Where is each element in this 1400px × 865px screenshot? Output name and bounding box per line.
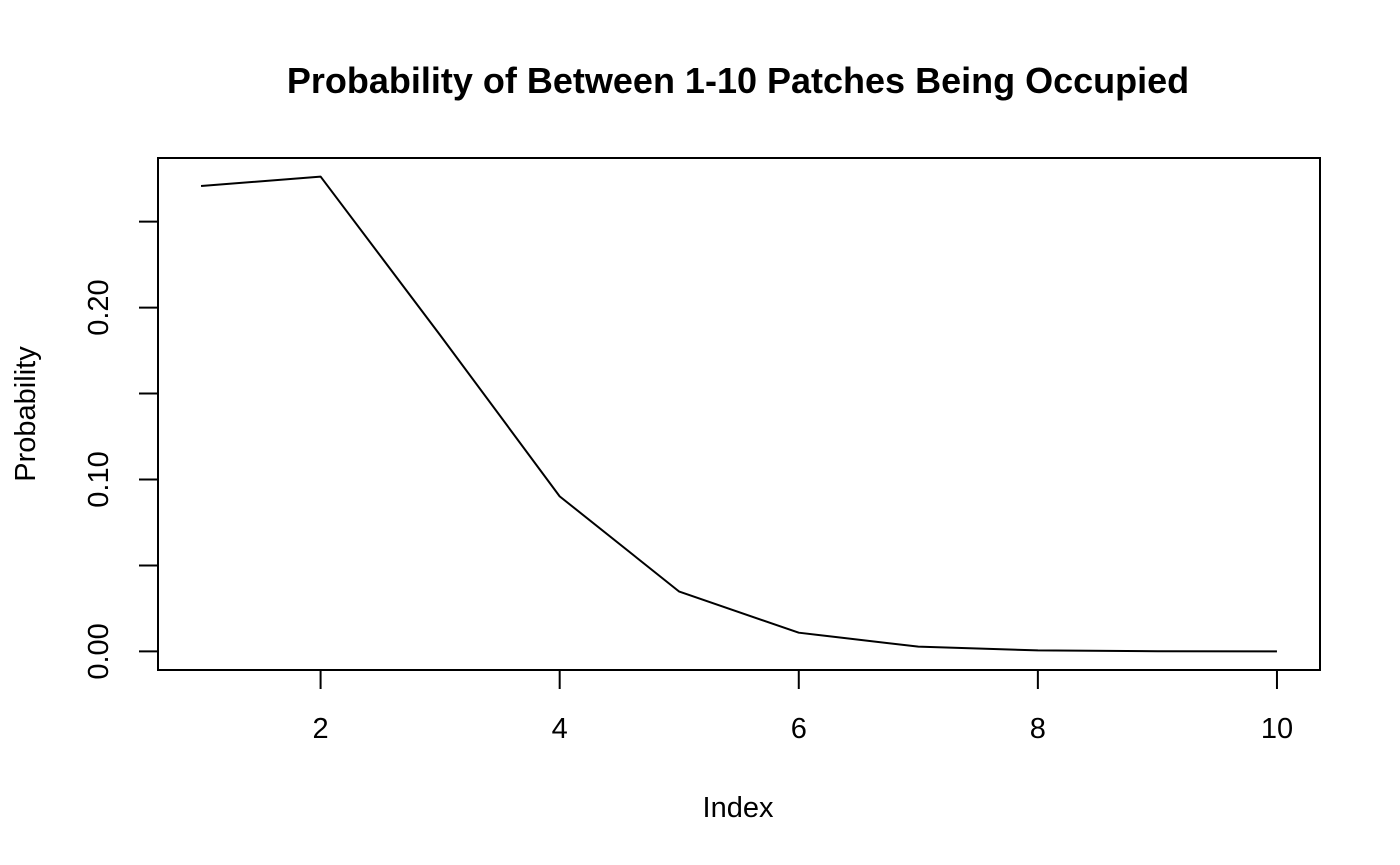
x-axis-label: Index (703, 792, 774, 824)
chart-title: Probability of Between 1-10 Patches Bein… (287, 60, 1189, 101)
y-tick-label: 0.00 (83, 623, 115, 679)
x-tick-label: 6 (791, 713, 807, 745)
y-tick-label: 0.10 (83, 451, 115, 507)
x-tick-label: 4 (552, 713, 568, 745)
x-tick-label: 10 (1261, 713, 1293, 745)
plot-frame (157, 157, 1321, 671)
x-tick-label: 8 (1030, 713, 1046, 745)
x-axis: 2 4 6 8 10 (313, 669, 1293, 745)
y-tick-label: 0.20 (83, 279, 115, 335)
y-axis: 0.00 0.10 0.20 (83, 220, 159, 680)
y-axis-label: Probability (10, 346, 42, 482)
series-layer (200, 175, 1277, 653)
series-line (200, 175, 1277, 653)
x-tick-label: 2 (313, 713, 329, 745)
